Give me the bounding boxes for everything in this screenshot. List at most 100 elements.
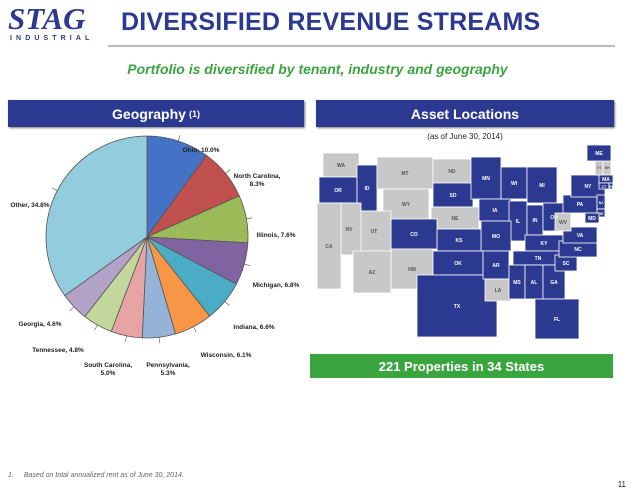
map-state-label: MI xyxy=(539,183,545,189)
map-state-label: CO xyxy=(410,232,418,238)
asset-locations-panel-header: Asset Locations xyxy=(316,100,614,127)
pie-slice-label: Michigan, 6.8% xyxy=(253,282,300,289)
pie-leader-line xyxy=(244,263,251,266)
pie-slice-label: Tennessee, 4.8% xyxy=(32,347,84,354)
properties-count-banner: 221 Properties in 34 States xyxy=(310,354,613,378)
map-state-label: TX xyxy=(454,304,461,310)
logo-wordmark: STAG xyxy=(8,1,86,36)
map-state-wa xyxy=(322,152,360,178)
pie-leader-line xyxy=(69,306,75,312)
map-state-label: IL xyxy=(516,219,520,225)
map-state-label: FL xyxy=(554,317,560,323)
map-state-mi xyxy=(526,166,558,204)
map-state-ok xyxy=(432,250,484,276)
map-state-label: MA xyxy=(602,177,610,183)
map-state-label: LA xyxy=(495,288,502,294)
map-state-label: NY xyxy=(585,184,593,190)
map-state-label: AL xyxy=(531,280,538,286)
map-state-label: NH xyxy=(604,166,610,170)
map-state-label: UT xyxy=(371,229,378,235)
pie-slice-label: Wisconsin, 6.1% xyxy=(201,352,252,359)
map-state-label: MN xyxy=(482,176,490,182)
pie-slice-label: Pennsylvania, 5.3% xyxy=(146,362,190,377)
pie-leader-line xyxy=(246,217,253,220)
map-state-label: OK xyxy=(454,261,462,267)
map-state-label: VT xyxy=(597,166,602,170)
footnote: 1. Based on total annualized rent as of J… xyxy=(8,472,184,479)
map-state-label: NV xyxy=(346,227,354,233)
pie-slice-label: South Carolina, 5.0% xyxy=(84,362,132,377)
pie-leader-line xyxy=(177,135,181,142)
map-state-label: MO xyxy=(492,234,500,240)
asset-locations-panel-title: Asset Locations xyxy=(410,105,520,122)
geography-panel-title: Geography xyxy=(112,105,186,122)
pie-slice-label: North Carolina, 8.3% xyxy=(234,173,281,188)
pie-slice-label: Ohio, 10.0% xyxy=(183,147,220,154)
map-state-label: KY xyxy=(541,241,549,247)
map-state-label: IN xyxy=(533,218,538,224)
pie-leader-line xyxy=(94,324,98,331)
as-of-date: (as of June 30, 2014) xyxy=(427,132,503,141)
map-state-label: PA xyxy=(577,202,584,208)
map-state-label: ID xyxy=(365,186,370,192)
pie-leader-line xyxy=(51,187,58,191)
map-state-label: OR xyxy=(334,188,342,194)
page-number: 11 xyxy=(617,480,626,489)
map-state-label: WA xyxy=(337,163,345,169)
pie-leader-line xyxy=(125,335,127,342)
map-state-label: TN xyxy=(535,256,542,262)
map-state-label: RI xyxy=(609,185,613,189)
footnote-number: 1. xyxy=(8,472,14,479)
map-state-label: AR xyxy=(492,263,500,269)
map-state-label: CA xyxy=(325,244,333,250)
pie-leader-line xyxy=(193,326,197,333)
map-state-mo xyxy=(480,220,512,252)
logo-subtext: INDUSTRIAL xyxy=(10,35,94,42)
map-state-label: OH xyxy=(550,215,558,221)
map-state-label: CT xyxy=(602,185,608,189)
map-state-fl xyxy=(534,298,580,340)
map-state-label: IA xyxy=(493,208,498,214)
map-state-me xyxy=(586,145,612,162)
geography-panel-header: Geography (1) xyxy=(8,100,304,127)
map-state-az xyxy=(352,250,392,294)
map-state-label: MS xyxy=(513,280,521,286)
map-state-label: WV xyxy=(559,220,568,226)
page-title: DIVERSIFIED REVENUE STREAMS xyxy=(121,8,541,36)
map-state-label: GA xyxy=(550,280,558,286)
pie-slice-label: Georgia, 4.6% xyxy=(19,321,62,328)
map-state-label: MT xyxy=(401,171,408,177)
map-state-label: ME xyxy=(595,151,603,157)
geography-footnote-ref: (1) xyxy=(188,108,200,119)
map-state-label: WI xyxy=(511,181,518,187)
map-state-or xyxy=(318,176,358,204)
map-state-label: ND xyxy=(448,169,456,175)
pie-slice-label: Indiana, 6.6% xyxy=(233,324,274,331)
pie-leader-line xyxy=(225,169,231,174)
company-logo: STAG INDUSTRIAL xyxy=(8,1,104,43)
pie-leader-line xyxy=(158,337,161,344)
geography-pie-chart: Ohio, 10.0% North Carolina, 8.3% Illinois, … xyxy=(10,135,300,377)
map-state-label: KS xyxy=(456,238,464,244)
pie-slice xyxy=(45,135,148,297)
pie-slice-label: Illinois, 7.6% xyxy=(256,232,295,239)
map-state-label: DE xyxy=(599,212,605,216)
map-state-md xyxy=(584,212,600,224)
pie-slice-label: Other, 34.8% xyxy=(10,202,49,209)
map-state-label: SC xyxy=(563,261,570,267)
map-state-mt xyxy=(376,156,434,190)
map-state-label: SD xyxy=(450,193,457,199)
page-subtitle: Portfolio is diversified by tenant, indu… xyxy=(127,61,508,77)
map-state-label: MD xyxy=(588,216,596,222)
map-state-label: NJ xyxy=(599,201,604,205)
map-state-co xyxy=(390,218,438,250)
map-state-va xyxy=(562,226,598,244)
map-state-label: NE xyxy=(452,216,460,222)
map-state-ri xyxy=(608,182,613,190)
map-state-label: WY xyxy=(402,202,411,208)
map-state-wi xyxy=(500,166,528,200)
map-state-label: AZ xyxy=(369,270,376,276)
map-state-label: VA xyxy=(577,233,584,239)
pie-leader-line xyxy=(224,301,230,306)
title-divider xyxy=(108,45,615,47)
